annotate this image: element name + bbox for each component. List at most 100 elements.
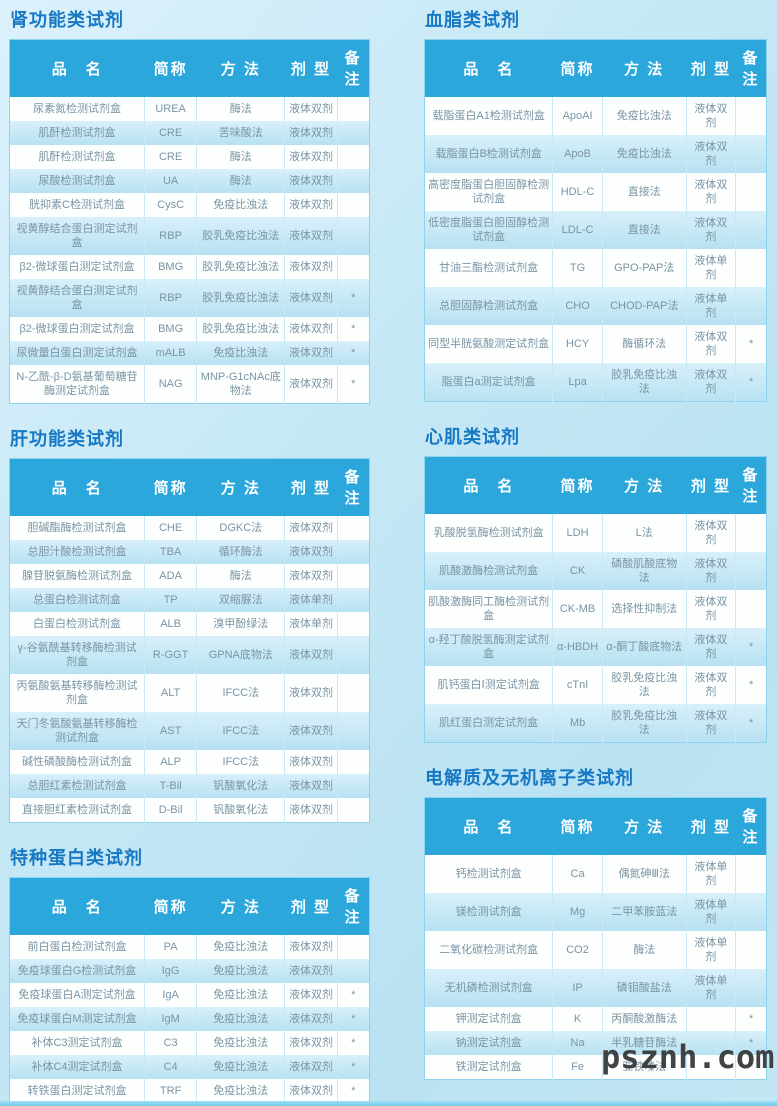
cell-note: * xyxy=(735,1031,767,1055)
cell-name: 免疫球蛋白A测定试剂盒 xyxy=(18,989,136,1001)
cell-name: 胱抑素C检测试剂盒 xyxy=(29,199,125,211)
cell-abbr: BMG xyxy=(144,317,197,341)
cell-note xyxy=(336,588,370,612)
cell-form: 液体双剂 xyxy=(284,1079,338,1103)
column-header-method: 方 法 xyxy=(196,39,285,97)
header-row: 品 名简称方 法剂 型备 注 xyxy=(424,39,767,97)
cell-form: 液体单剂 xyxy=(284,612,338,636)
cell-note: * xyxy=(735,325,767,363)
cell-name: 免疫球蛋白M测定试剂盒 xyxy=(17,1013,137,1025)
cell-abbr: IgM xyxy=(144,1007,197,1031)
cell-note xyxy=(735,249,767,287)
right-sections: 血脂类试剂品 名简称方 法剂 型备 注载脂蛋白A1检测试剂盒 ApoAI 免疫比浊法… xyxy=(424,6,767,1106)
cell-name: 同型半胱氨酸测定试剂盒 xyxy=(428,338,550,350)
cell-abbr: mALB xyxy=(144,341,197,365)
table-row: 乳酸脱氢酶检测试剂盒 LDH L法 液体双剂 xyxy=(425,514,767,552)
column-header-form: 剂 型 xyxy=(686,797,736,855)
section-title-cardiac: 心肌类试剂 xyxy=(425,427,520,447)
cell-form: 液体双剂 xyxy=(284,255,338,279)
table-row: 视黄醇结合蛋白测定试剂盒 RBP 胶乳免疫比浊法 液体双剂 * xyxy=(9,279,370,317)
cell-method: 免疫比浊法 xyxy=(196,193,285,217)
cell-form xyxy=(685,1031,736,1055)
cell-name: γ-谷氨酰基转移酶检测试剂盒 xyxy=(17,642,137,668)
cell-abbr: IgG xyxy=(144,959,197,983)
cell-method: L法 xyxy=(601,514,687,552)
cell-note: * xyxy=(336,341,370,365)
cell-method: 选择性抑制法 xyxy=(601,590,687,628)
table-row: 总胆汁酸检测试剂盒 TBA 循环酶法 液体双剂 xyxy=(9,540,370,564)
cell-form: 液体双剂 xyxy=(284,97,338,121)
cell-abbr: ALB xyxy=(144,612,197,636)
cell-method: 直接法 xyxy=(601,211,687,249)
cell-note: * xyxy=(336,983,370,1007)
cell-form: 液体双剂 xyxy=(284,798,338,823)
cell-note: * xyxy=(336,1055,370,1079)
cell-note xyxy=(336,516,370,540)
cell-note xyxy=(735,855,767,893)
column-header-abbr: 简称 xyxy=(144,39,197,97)
table-row: 同型半胱氨酸测定试剂盒 HCY 酶循环法 液体双剂 * xyxy=(425,325,767,363)
cell-method: 免疫比浊法 xyxy=(196,1055,285,1079)
cell-form: 液体单剂 xyxy=(685,931,736,969)
cell-name: 肌酸激酶检测试剂盒 xyxy=(439,565,539,577)
cell-abbr: TBA xyxy=(144,540,197,564)
table-row: 转铁蛋白测定试剂盒 TRF 免疫比浊法 液体双剂 * xyxy=(10,1079,370,1103)
header-row: 品 名简称方 法剂 型备 注 xyxy=(9,877,370,935)
cell-method: 酶法 xyxy=(196,145,285,169)
column-header-form: 剂 型 xyxy=(284,458,338,516)
table-row: 补体C4测定试剂盒 C4 免疫比浊法 液体双剂 * xyxy=(9,1055,370,1079)
cell-name: 低密度脂蛋白胆固醇检测试剂盒 xyxy=(428,217,550,243)
cell-name: N-乙酰-β-D氨基葡萄糖苷酶测定试剂盒 xyxy=(16,371,138,397)
column-header-abbr: 简称 xyxy=(552,797,603,855)
cell-form: 液体双剂 xyxy=(284,750,338,774)
cell-name: 白蛋白检测试剂盒 xyxy=(33,618,121,630)
cell-note: * xyxy=(336,1079,370,1103)
header-row: 品 名简称方 法剂 型备 注 xyxy=(424,456,767,514)
cell-name: 转铁蛋白测定试剂盒 xyxy=(27,1085,127,1097)
cell-form: 液体单剂 xyxy=(284,588,338,612)
cell-name: 总胆汁酸检测试剂盒 xyxy=(27,546,127,558)
cell-form: 液体双剂 xyxy=(284,341,338,365)
table-row: β2-微球蛋白测定试剂盒 BMG 胶乳免疫比浊法 液体双剂 * xyxy=(10,317,370,341)
cell-abbr: HCY xyxy=(552,325,603,363)
cell-method: 胶乳免疫比浊法 xyxy=(601,363,687,402)
cell-name: β2-微球蛋白测定试剂盒 xyxy=(19,261,135,273)
cell-form: 液体双剂 xyxy=(284,636,338,674)
cell-method: CHOD-PAP法 xyxy=(601,287,687,325)
cell-name: 补体C4测定试剂盒 xyxy=(31,1061,123,1073)
column-header-method: 方 法 xyxy=(196,458,285,516)
cell-method: IFCC法 xyxy=(196,712,285,750)
table-row: 胱抑素C检测试剂盒 CysC 免疫比浊法 液体双剂 xyxy=(10,193,370,217)
cell-name: 乳酸脱氢酶检测试剂盒 xyxy=(433,527,544,539)
cell-note xyxy=(336,798,370,823)
cell-abbr: IP xyxy=(552,969,603,1007)
cell-name: 肌红蛋白测定试剂盒 xyxy=(439,717,539,729)
table-row: 载脂蛋白A1检测试剂盒 ApoAI 免疫比浊法 液体双剂 xyxy=(425,97,767,135)
cell-form xyxy=(685,1007,736,1031)
header-row: 品 名简称方 法剂 型备 注 xyxy=(9,458,370,516)
column-header-form: 剂 型 xyxy=(686,39,736,97)
section-cardiac: 心肌类试剂品 名简称方 法剂 型备 注乳酸脱氢酶检测试剂盒 LDH L法 液体双剂肌酸… xyxy=(424,423,767,743)
column-header-method: 方 法 xyxy=(602,456,687,514)
cell-abbr: Ca xyxy=(552,855,603,893)
cell-name: 尿微量白蛋白测定试剂盒 xyxy=(16,347,138,359)
cell-name: 总胆红素检测试剂盒 xyxy=(27,780,127,792)
cell-note xyxy=(735,135,767,173)
right-column: 血脂类试剂品 名简称方 法剂 型备 注载脂蛋白A1检测试剂盒 ApoAI 免疫比浊法… xyxy=(424,6,767,1106)
cell-abbr: CHO xyxy=(552,287,603,325)
cell-name: 高密度脂蛋白胆固醇检测试剂盒 xyxy=(428,179,550,205)
cell-abbr: CK-MB xyxy=(552,590,603,628)
cell-method: 酶法 xyxy=(601,931,687,969)
cell-name: 镁检测试剂盒 xyxy=(455,906,522,918)
cell-method: IFCC法 xyxy=(196,674,285,712)
column-header-method: 方 法 xyxy=(602,39,687,97)
cell-form: 液体双剂 xyxy=(284,1055,338,1079)
column-header-note: 备 注 xyxy=(735,456,767,514)
table-row: 直接胆红素检测试剂盒 D-Bil 钒酸氧化法 液体双剂 xyxy=(10,798,370,823)
cell-note: * xyxy=(336,1007,370,1031)
cell-note xyxy=(336,636,370,674)
table-row: 总胆红素检测试剂盒 T-Bil 钒酸氧化法 液体双剂 xyxy=(9,774,370,798)
cell-note xyxy=(735,514,767,552)
cell-method: 免疫比浊法 xyxy=(196,341,285,365)
cell-form: 液体双剂 xyxy=(685,325,736,363)
